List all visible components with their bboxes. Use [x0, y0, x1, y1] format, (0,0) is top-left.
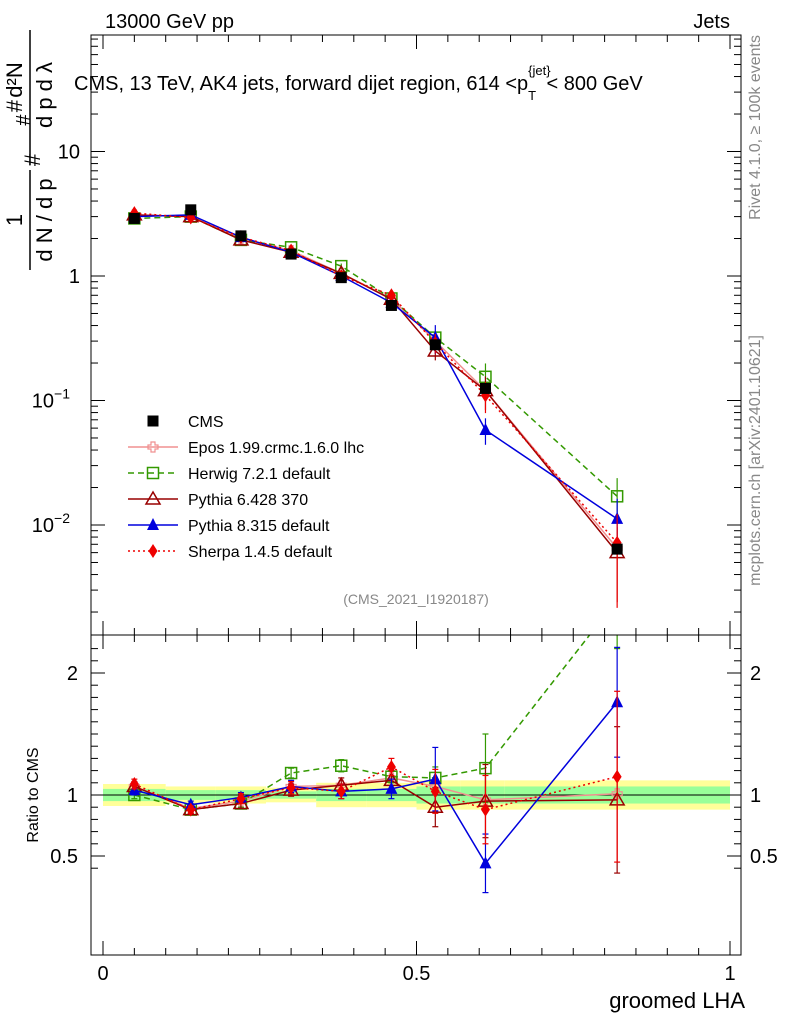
- point-main-cms-1: [185, 204, 197, 216]
- ratio-ytick-label-left-1: 1: [67, 785, 78, 807]
- line-ratio-herwig: [134, 635, 591, 811]
- main-ytick-label-1: 1: [69, 266, 80, 288]
- ratio-ytick-label-left-0: 2: [67, 663, 78, 685]
- legend-entry-epos: Epos 1.99.crmc.1.6.0 lhc: [128, 440, 364, 457]
- plot-title: CMS, 13 TeV, AK4 jets, forward dijet reg…: [74, 63, 643, 103]
- legend-marker-py6: [144, 490, 162, 505]
- legend: CMS Epos 1.99.crmc.1.6.0 lhc Herwig 7.2.1 …: [128, 414, 364, 561]
- legend-entry-herwig: Herwig 7.2.1 default: [128, 466, 331, 483]
- point-main-cms-8: [611, 543, 623, 555]
- y-label-fraction: # 1 d N / d p # d²N d p d λ: [2, 30, 57, 270]
- point-main-cms-6: [429, 339, 441, 351]
- point-ratio-sherpa-3: [286, 780, 296, 795]
- ratio-ytick-label-right-2: 0.5: [750, 846, 778, 868]
- analysis-watermark: (CMS_2021_I1920187): [343, 591, 489, 607]
- ratio-ytick-label-right-1: 1: [750, 785, 761, 807]
- point-main-py8-7: [479, 422, 492, 435]
- series-ratio-sherpa: [129, 690, 622, 863]
- header-right: Jets: [693, 11, 730, 33]
- legend-marker-epos: [147, 441, 159, 453]
- point-ratio-sherpa-8: [612, 769, 622, 784]
- point-main-cms-4: [335, 272, 347, 284]
- main-ytick-label-2: 10−1: [32, 386, 70, 413]
- legend-marker-herwig: [146, 466, 160, 480]
- point-ratio-sherpa-6: [430, 784, 440, 799]
- x-axis-label: groomed LHA: [609, 988, 745, 1013]
- series-main-py6: [126, 206, 626, 603]
- rivet-label: Rivet 4.1.0, ≥ 100k events: [747, 35, 764, 220]
- xtick-label-2: 1: [724, 963, 735, 985]
- point-main-cms-2: [235, 230, 247, 242]
- legend-label-herwig: Herwig 7.2.1 default: [188, 466, 331, 483]
- series-ratio-py8: [128, 646, 624, 894]
- line-ratio-sherpa: [134, 766, 618, 811]
- point-ratio-py8-7: [479, 856, 492, 869]
- point-ratio-herwig-4: [335, 759, 348, 772]
- xtick-label-1: 0.5: [403, 963, 431, 985]
- legend-label-sherpa: Sherpa 1.4.5 default: [188, 544, 333, 561]
- point-main-cms-7: [479, 382, 491, 394]
- svg-text:d²N: d²N: [2, 62, 27, 97]
- svg-text:#: #: [2, 99, 27, 112]
- main-y-axis-label: #: [20, 153, 45, 166]
- svg-text:d p d λ: d p d λ: [32, 62, 57, 128]
- point-ratio-py6-2: [232, 795, 250, 810]
- line-main-sherpa: [134, 212, 618, 544]
- legend-entry-py8: Pythia 8.315 default: [128, 518, 330, 535]
- svg-text:d N / d p: d N / d p: [32, 178, 57, 261]
- legend-marker-cms: [147, 415, 159, 427]
- ratio-plot: [126, 635, 626, 894]
- legend-marker-sherpa: [148, 544, 158, 558]
- point-ratio-sherpa-7: [480, 802, 490, 817]
- point-main-cms-5: [385, 299, 397, 311]
- mcplots-label: mcplots.cern.ch [arXiv:2401.10621]: [747, 335, 764, 586]
- main-ytick-label-0: 10: [58, 142, 80, 164]
- svg-text:1: 1: [2, 214, 27, 226]
- legend-entry-py6: Pythia 6.428 370: [128, 490, 308, 509]
- legend-entry-sherpa: Sherpa 1.4.5 default: [128, 544, 333, 561]
- header-left: 13000 GeV pp: [105, 11, 234, 33]
- point-ratio-epos-8: [611, 788, 623, 800]
- legend-label-epos: Epos 1.99.crmc.1.6.0 lhc: [188, 440, 364, 457]
- ratio-ytick-label-right-0: 2: [750, 663, 761, 685]
- legend-label-py6: Pythia 6.428 370: [188, 492, 308, 509]
- point-ratio-sherpa-1: [186, 802, 196, 817]
- main-ytick-label-3: 10−2: [32, 510, 70, 537]
- legend-entry-cms: CMS: [147, 414, 224, 431]
- axes: 10 1 10−1 10−2 2 2 1 1 0.5 0.5 0 0.5 1: [32, 34, 778, 985]
- point-ratio-sherpa-0: [129, 777, 139, 792]
- point-ratio-herwig-3: [284, 766, 298, 780]
- series-main-cms: [128, 204, 623, 555]
- point-ratio-sherpa-4: [336, 784, 346, 799]
- legend-marker-py8: [147, 518, 159, 530]
- legend-label-cms: CMS: [188, 414, 224, 431]
- xtick-label-0: 0: [97, 963, 108, 985]
- legend-label-py8: Pythia 8.315 default: [188, 518, 330, 535]
- ratio-y-label: Ratio to CMS: [25, 747, 42, 842]
- point-main-cms-0: [128, 212, 140, 224]
- ratio-ytick-label-left-2: 0.5: [50, 846, 78, 868]
- point-main-sherpa-5: [386, 288, 396, 303]
- main-plot: [126, 204, 626, 608]
- point-ratio-py8-5: [385, 781, 398, 794]
- point-ratio-sherpa-2: [236, 791, 246, 806]
- svg-text:#: #: [20, 153, 45, 166]
- point-ratio-sherpa-5: [386, 759, 396, 774]
- point-main-cms-3: [285, 248, 297, 260]
